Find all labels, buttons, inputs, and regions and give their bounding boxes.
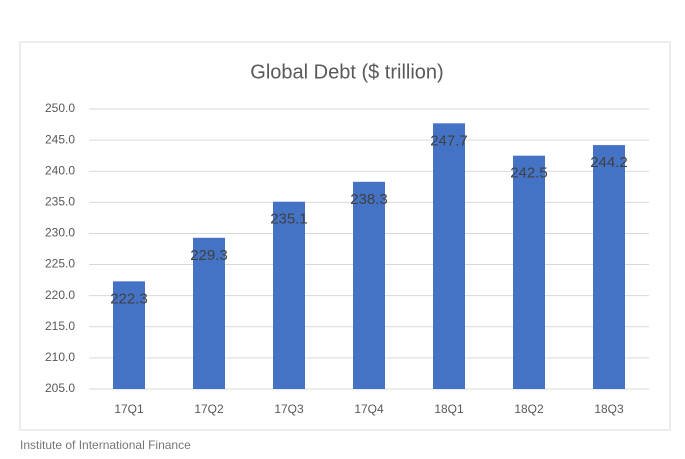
value-label: 229.3 bbox=[190, 247, 228, 264]
y-tick-label: 210.0 bbox=[45, 350, 75, 364]
source-note: Institute of International Finance bbox=[20, 438, 191, 452]
y-tick-label: 215.0 bbox=[45, 319, 75, 333]
value-label: 244.2 bbox=[590, 154, 628, 171]
x-tick-label: 18Q1 bbox=[434, 402, 464, 416]
value-label: 242.5 bbox=[510, 165, 548, 182]
x-tick-label: 17Q2 bbox=[194, 402, 224, 416]
bar bbox=[513, 155, 545, 389]
value-label: 238.3 bbox=[350, 191, 388, 208]
value-label: 235.1 bbox=[270, 211, 308, 228]
y-tick-label: 230.0 bbox=[45, 226, 75, 240]
x-tick-label: 18Q3 bbox=[594, 402, 624, 416]
value-label: 247.7 bbox=[430, 132, 468, 149]
value-label: 222.3 bbox=[110, 290, 148, 307]
chart-title: Global Debt ($ trillion) bbox=[250, 61, 443, 83]
bar bbox=[273, 201, 305, 389]
bar bbox=[353, 181, 385, 389]
y-tick-label: 235.0 bbox=[45, 195, 75, 209]
x-tick-label: 18Q2 bbox=[514, 402, 544, 416]
y-tick-label: 250.0 bbox=[45, 101, 75, 115]
x-tick-label: 17Q1 bbox=[114, 402, 144, 416]
bar bbox=[433, 123, 465, 390]
bar bbox=[593, 145, 625, 389]
y-tick-label: 220.0 bbox=[45, 288, 75, 302]
y-tick-label: 245.0 bbox=[45, 132, 75, 146]
y-tick-label: 225.0 bbox=[45, 257, 75, 271]
y-tick-label: 205.0 bbox=[45, 381, 75, 395]
bar bbox=[193, 237, 225, 389]
y-tick-label: 240.0 bbox=[45, 163, 75, 177]
x-tick-label: 17Q3 bbox=[274, 402, 304, 416]
x-tick-label: 17Q4 bbox=[354, 402, 384, 416]
bar bbox=[113, 281, 145, 389]
